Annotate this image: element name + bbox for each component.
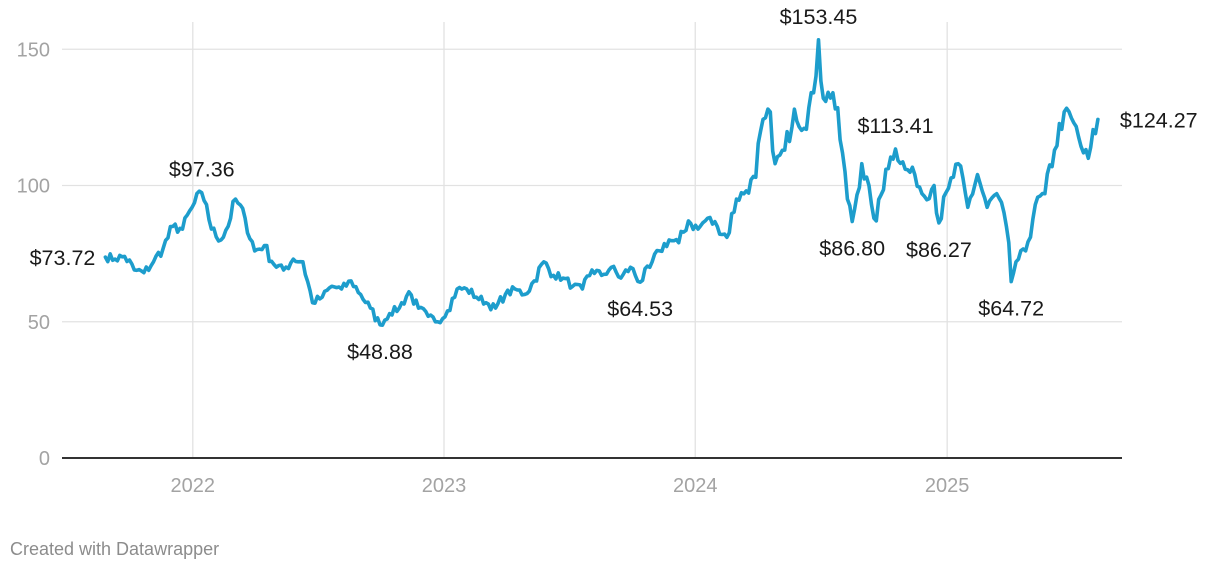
- credit-text: Created with Datawrapper: [10, 539, 220, 559]
- data-label: $153.45: [780, 5, 858, 29]
- data-label: $97.36: [169, 158, 235, 182]
- data-label: $48.88: [347, 340, 413, 364]
- y-tick-label-50: 50: [28, 312, 50, 334]
- y-tick-label-100: 100: [17, 176, 50, 198]
- y-axis-ticks: 0 50 100 150: [17, 39, 50, 470]
- y-tick-label-150: 150: [17, 39, 50, 61]
- data-label: $86.27: [906, 238, 972, 262]
- data-label: $64.72: [978, 297, 1044, 321]
- x-tick-label-2023: 2023: [422, 475, 467, 497]
- series-line-0: [103, 38, 1100, 327]
- grid-lines: [62, 22, 1122, 458]
- data-label: $73.72: [30, 246, 96, 270]
- data-label: $64.53: [607, 297, 673, 321]
- x-tick-label-2022: 2022: [171, 475, 216, 497]
- data-label: $124.27: [1120, 108, 1198, 132]
- series-group: [103, 38, 1100, 327]
- x-tick-label-2024: 2024: [673, 475, 718, 497]
- x-tick-label-2025: 2025: [925, 475, 970, 497]
- data-label: $113.41: [857, 114, 933, 138]
- y-tick-label-0: 0: [39, 448, 50, 470]
- data-label: $86.80: [819, 236, 885, 260]
- data-labels: $73.72 $97.36 $48.88 $64.53 $153.45 $86.80 $11…: [30, 5, 1198, 364]
- x-axis-ticks: 2022 2023 2024 2025: [171, 475, 970, 497]
